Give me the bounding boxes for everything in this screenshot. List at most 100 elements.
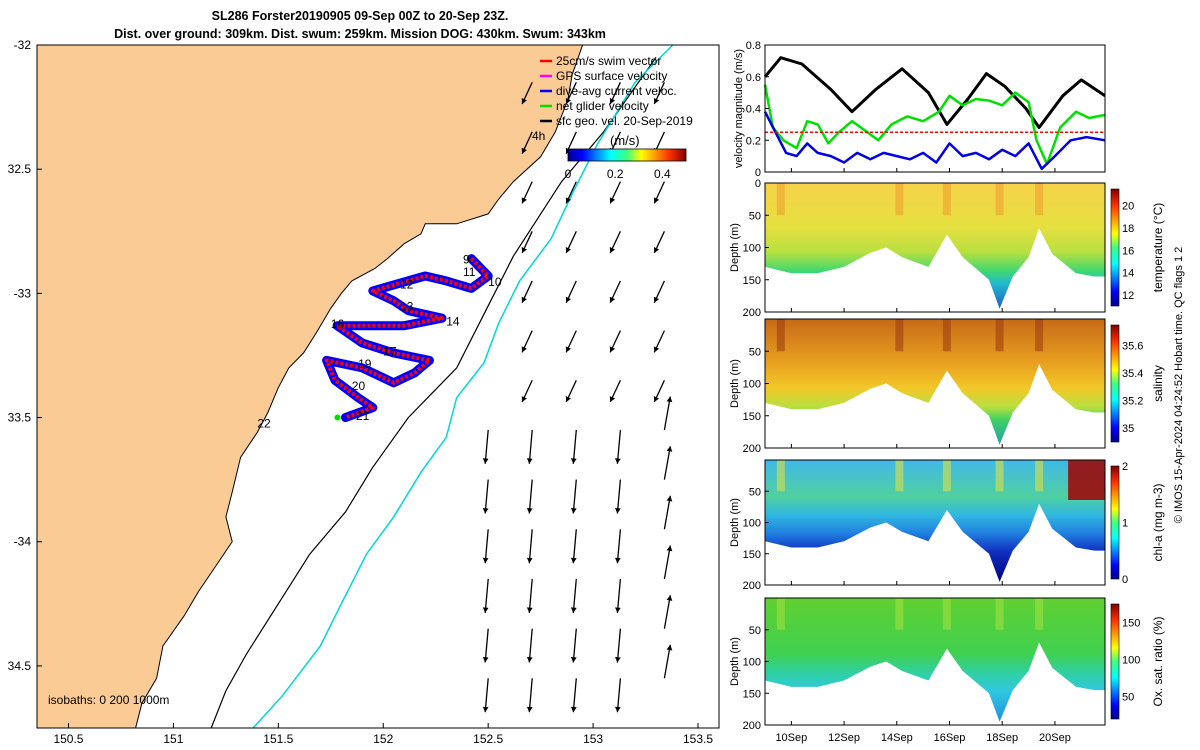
- section-band: [1035, 598, 1044, 630]
- track-day-label: 22: [257, 416, 271, 430]
- map-y-tick-label: 33.5: [8, 411, 32, 425]
- sfc-velocity-arrowhead: [565, 396, 571, 402]
- sfc-velocity-arrow: [528, 529, 533, 564]
- sfc-velocity-arrowhead: [666, 545, 673, 552]
- section-colorbar-tick: 150: [1122, 618, 1140, 630]
- sfc-velocity-arrowhead: [615, 508, 621, 514]
- sfc-velocity-arrowhead: [615, 607, 621, 613]
- credit-text: © IMOS 15-Apr-2024 04:24:52 Hobart time.…: [1173, 247, 1185, 524]
- map-y-tick-label: -33: [14, 286, 32, 300]
- sfc-velocity-arrowhead: [570, 458, 577, 464]
- sfc-velocity-arrow: [572, 529, 577, 564]
- section-colorbar-label: salinity: [1151, 365, 1165, 402]
- sfc-velocity-arrowhead: [565, 98, 571, 104]
- sfc-velocity-arrow: [528, 628, 533, 663]
- track-day-label: 11: [463, 265, 476, 279]
- section-band: [942, 460, 951, 492]
- section-band: [995, 183, 1004, 216]
- legend-label: 25cm/s swim vector: [556, 54, 661, 68]
- section-temperature-field: [765, 183, 1105, 309]
- section-band: [995, 460, 1004, 492]
- section-colorbar-tick: 18: [1122, 223, 1134, 235]
- scale-label: 4h: [532, 129, 545, 143]
- sfc-velocity-arrow: [616, 678, 622, 713]
- sfc-velocity-arrow: [484, 628, 489, 663]
- velocity-y-tick-label: 0: [755, 167, 761, 179]
- sfc-velocity-arrow: [572, 479, 577, 514]
- sfc-velocity-arrowhead: [482, 557, 489, 564]
- sfc-velocity-arrow: [616, 429, 622, 464]
- sfc-velocity-arrowhead: [615, 458, 621, 464]
- section-colorbar-tick: 35.2: [1122, 396, 1143, 408]
- section-colorbar-tick: 35.4: [1122, 368, 1143, 380]
- section-y-tick-label: 100: [743, 379, 761, 391]
- section-band: [942, 598, 951, 630]
- map-y-tick-label: 34.5: [8, 659, 32, 673]
- section-band: [776, 319, 785, 352]
- sfc-velocity-arrowhead: [482, 458, 489, 464]
- section-colorbar-label: temperature (°C): [1151, 203, 1165, 293]
- sfc-velocity-arrow: [572, 678, 577, 713]
- sfc-velocity-arrowhead: [570, 706, 577, 713]
- sfc-velocity-arrowhead: [570, 508, 577, 514]
- sfc-velocity-arrowhead: [482, 657, 489, 663]
- track-day-label: 13: [400, 300, 414, 314]
- section-y-tick-label: 50: [749, 486, 761, 498]
- sfc-velocity-arrow: [663, 446, 671, 480]
- section-y-tick-label: 200: [743, 720, 761, 732]
- sfc-velocity-arrowhead: [565, 346, 571, 353]
- sfc-velocity-arrowhead: [653, 98, 660, 104]
- section-y-tick-label: 150: [743, 411, 761, 423]
- section-y-label: Depth (m): [729, 637, 741, 686]
- isobath-1000m: [252, 44, 674, 729]
- section-y-tick-label: 50: [749, 210, 761, 222]
- map-y-tick-label: 32.5: [8, 162, 32, 176]
- sfc-velocity-arrowhead: [615, 557, 621, 564]
- section-colorbar-tick: 12: [1122, 290, 1134, 302]
- time-x-tick-label: 10Sep: [775, 732, 807, 744]
- section-colorbar-tick: 1: [1122, 518, 1128, 530]
- sfc-velocity-arrowhead: [565, 247, 571, 253]
- section-y-tick-label: 50: [749, 346, 761, 358]
- sfc-velocity-arrowhead: [565, 296, 571, 303]
- section-colorbar-tick: 20: [1122, 201, 1134, 213]
- velocity-y-tick-label: 0.4: [746, 104, 761, 116]
- sfc-velocity-arrow: [663, 644, 671, 679]
- sfc-velocity-arrowhead: [521, 247, 527, 253]
- section-colorbar-tick: 14: [1122, 268, 1134, 280]
- sfc-velocity-arrowhead: [521, 197, 527, 204]
- section-band: [942, 183, 951, 216]
- time-x-tick-label: 20Sep: [1039, 732, 1071, 744]
- sfc-velocity-arrowhead: [521, 147, 527, 154]
- map-y-tick-label: -34: [14, 535, 32, 549]
- sfc-velocity-arrowhead: [521, 98, 527, 104]
- sfc-velocity-arrowhead: [526, 508, 533, 514]
- section-y-tick-label: 150: [743, 549, 761, 561]
- track-end-marker: [334, 414, 341, 421]
- sfc-velocity-arrow: [616, 578, 622, 613]
- coastline-land: [36, 44, 584, 729]
- velocity-y-tick-label: 0.6: [746, 72, 761, 84]
- sfc-velocity-arrow: [572, 628, 577, 663]
- sfc-velocity-arrowhead: [565, 197, 571, 204]
- section-y-tick-label: 150: [743, 275, 761, 287]
- section-y-tick-label: 100: [743, 518, 761, 530]
- sfc-velocity-arrowhead: [482, 706, 489, 713]
- sfc-velocity-arrow: [572, 429, 577, 464]
- velocity-series-line: [763, 84, 1106, 166]
- section-colorbar-tick: 35.6: [1122, 341, 1143, 353]
- chl-high-patch: [1068, 460, 1105, 500]
- legend-label: net glider velocity: [556, 99, 649, 113]
- track-day-label: 16: [331, 317, 345, 331]
- map-x-tick-label: 152.5: [473, 732, 503, 746]
- sfc-velocity-arrowhead: [526, 607, 533, 613]
- map-colorbar-tick: 0: [565, 167, 572, 181]
- section-band: [1035, 183, 1044, 216]
- map-title-line-2: Dist. over ground: 309km. Dist. swum: 25…: [114, 27, 606, 41]
- sfc-velocity-arrow: [484, 578, 489, 613]
- sfc-velocity-arrowhead: [570, 657, 577, 663]
- sfc-velocity-arrowhead: [570, 557, 577, 564]
- track-day-label: 10: [488, 275, 502, 289]
